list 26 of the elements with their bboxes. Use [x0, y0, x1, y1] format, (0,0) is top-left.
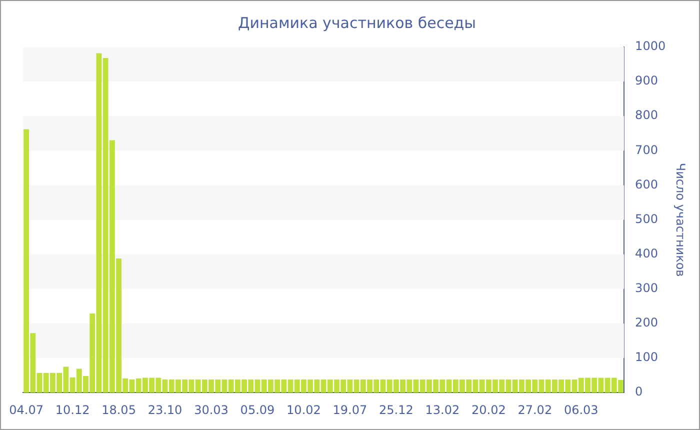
chart-title: Динамика участников беседы	[238, 14, 476, 32]
y-tick-label: 200	[635, 316, 658, 330]
y-tick-label: 100	[635, 350, 658, 364]
x-tick-label: 30.03	[194, 402, 228, 417]
x-tick-label: 13.02	[425, 402, 460, 417]
x-tick-label: 19.07	[332, 402, 368, 417]
x-tick-label: 20.02	[471, 402, 506, 417]
y-tick-label: 800	[635, 108, 658, 122]
y-tick-label: 300	[635, 281, 658, 296]
y-tick-label: 500	[635, 212, 658, 226]
y-tick-label: 600	[635, 177, 658, 192]
x-tick-label: 10.12	[55, 402, 90, 417]
x-tick-label: 05.09	[240, 402, 275, 417]
x-tick-label: 23.10	[148, 402, 182, 417]
x-tick-label: 18.05	[102, 402, 136, 417]
y-tick-label: 400	[635, 246, 658, 260]
x-tick-label: 06.03	[564, 402, 598, 417]
x-tick-label: 04.07	[9, 402, 44, 417]
y-tick-label: 700	[635, 142, 658, 157]
x-tick-label: 27.02	[518, 402, 552, 417]
y-tick-label: 0	[635, 384, 643, 399]
x-tick-label: 10.02	[286, 402, 321, 417]
y-tick-label: 1000	[635, 39, 666, 54]
y-axis-title: Число участников	[674, 162, 688, 277]
y-tick-label: 900	[635, 74, 658, 88]
x-tick-label: 25.12	[379, 402, 414, 417]
